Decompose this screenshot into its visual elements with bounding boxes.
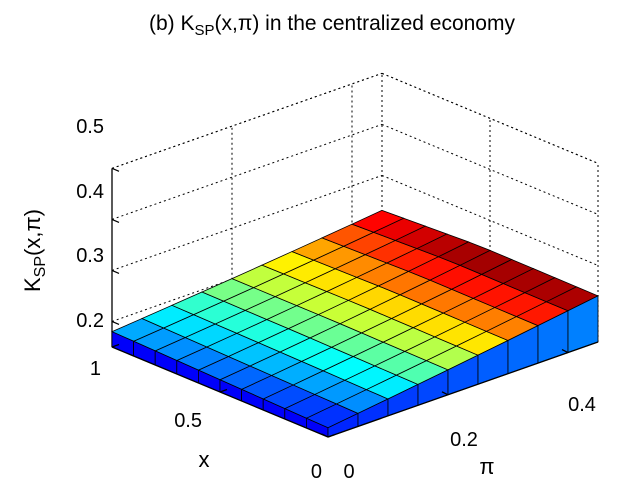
x-axis-label: x (199, 447, 210, 472)
z-axis-label: KSP(x,π) (20, 209, 49, 292)
pi-tick-mark (441, 391, 449, 396)
z-tick-mark (111, 218, 120, 223)
x-tick-label: 1 (90, 358, 101, 380)
x-tick-labels: 0 0.5 1 (90, 358, 322, 483)
pi-tick-label: 0.4 (568, 394, 596, 416)
pi-tick-label: 0.2 (450, 429, 478, 451)
x-tick-mark (219, 388, 228, 393)
axis-ticks (111, 167, 599, 438)
z-tick-label: 0.2 (76, 310, 104, 332)
grid-line (111, 72, 383, 169)
pi-axis-label: π (479, 454, 494, 479)
x-tick-label: 0 (311, 461, 322, 483)
pi-tick-mark (321, 433, 329, 438)
surface-cell (350, 209, 405, 233)
grid-line (111, 123, 383, 220)
chart-title: (b) KSP(x,π) in the centralized economy (149, 12, 515, 39)
pi-tick-label: 0 (343, 461, 354, 483)
pi-tick-mark (561, 349, 569, 354)
z-tick-mark (111, 269, 120, 274)
pi-tick-labels: 0 0.2 0.4 (343, 394, 595, 483)
z-tick-labels: 0.2 0.3 0.4 0.5 (76, 116, 104, 332)
surface (111, 209, 599, 438)
x-tick-label: 0.5 (174, 410, 202, 432)
z-tick-mark (111, 320, 120, 326)
x-tick-mark (327, 433, 336, 438)
x-tick-mark (111, 343, 120, 348)
pi-axis-line (327, 341, 599, 438)
z-tick-mark (111, 167, 120, 172)
z-tick-label: 0.5 (76, 116, 104, 138)
grid-line (111, 72, 383, 169)
grid-line (381, 123, 599, 215)
grid-line (381, 72, 599, 164)
z-tick-label: 0.3 (76, 245, 104, 267)
z-tick-label: 0.4 (76, 181, 104, 203)
